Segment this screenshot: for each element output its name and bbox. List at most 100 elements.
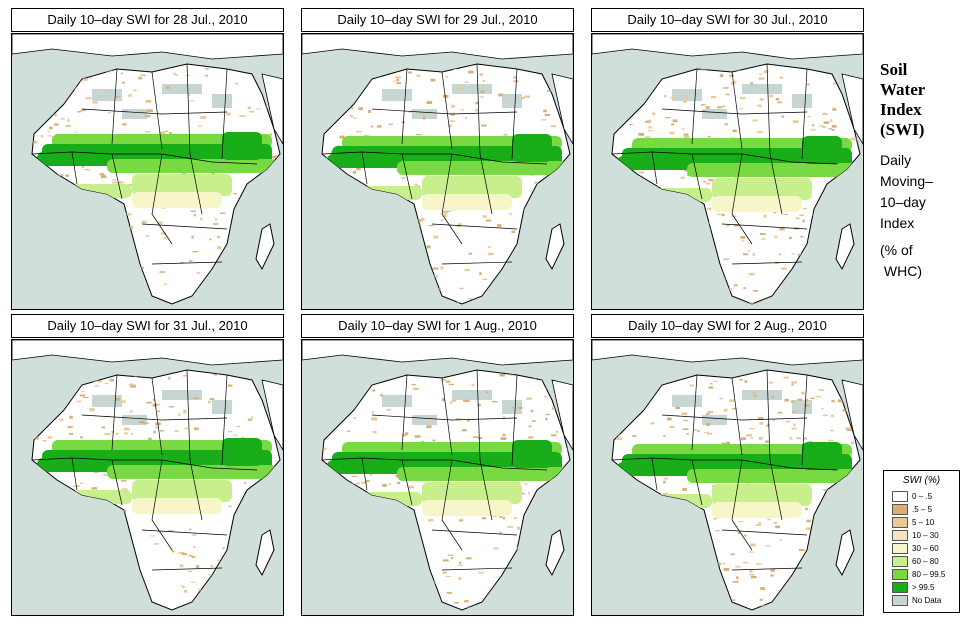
dry-speckle bbox=[550, 590, 553, 592]
dry-speckle bbox=[246, 521, 249, 524]
dry-speckle bbox=[91, 375, 96, 377]
dry-speckle bbox=[671, 376, 674, 378]
dry-speckle bbox=[377, 609, 381, 610]
dry-speckle bbox=[806, 519, 811, 523]
dry-speckle bbox=[481, 124, 487, 127]
no-data-area bbox=[382, 89, 412, 101]
dry-speckle bbox=[743, 253, 749, 256]
dry-speckle bbox=[223, 254, 226, 257]
dry-speckle bbox=[44, 521, 50, 523]
dry-speckle bbox=[850, 187, 855, 189]
wet-belt-4 bbox=[422, 500, 512, 516]
dry-speckle bbox=[58, 272, 64, 276]
dry-speckle bbox=[455, 418, 461, 421]
dry-speckle bbox=[118, 600, 123, 603]
dry-speckle bbox=[826, 277, 832, 280]
legend-swatch bbox=[892, 504, 908, 515]
dry-speckle bbox=[397, 512, 401, 514]
dry-speckle bbox=[57, 174, 63, 176]
dry-speckle bbox=[140, 74, 146, 77]
dry-speckle bbox=[257, 510, 263, 514]
dry-speckle bbox=[675, 540, 682, 542]
dry-speckle bbox=[113, 240, 117, 243]
country-border bbox=[401, 68, 408, 145]
dry-speckle bbox=[228, 505, 232, 507]
dry-speckle bbox=[68, 592, 72, 596]
dry-speckle bbox=[790, 400, 795, 403]
dry-speckle bbox=[690, 227, 694, 231]
dry-speckle bbox=[617, 543, 622, 546]
dry-speckle bbox=[514, 517, 518, 519]
dry-speckle bbox=[101, 175, 107, 178]
dry-speckle bbox=[79, 81, 83, 83]
no-data-area bbox=[452, 390, 492, 400]
dry-speckle bbox=[623, 99, 629, 101]
dry-speckle bbox=[502, 517, 505, 520]
dry-speckle bbox=[444, 302, 449, 304]
dry-speckle bbox=[468, 298, 472, 300]
dry-speckle bbox=[249, 550, 254, 553]
dry-speckle bbox=[553, 294, 558, 297]
dry-speckle bbox=[152, 403, 158, 407]
dry-speckle bbox=[189, 100, 195, 102]
dry-speckle bbox=[80, 109, 87, 112]
dry-speckle bbox=[256, 266, 260, 268]
dry-speckle bbox=[91, 221, 96, 223]
arabian-peninsula bbox=[261, 379, 283, 451]
dry-speckle bbox=[729, 74, 735, 77]
dry-speckle bbox=[35, 203, 39, 205]
dry-speckle bbox=[47, 436, 52, 439]
no-data-area bbox=[162, 84, 202, 94]
dry-speckle bbox=[488, 245, 491, 249]
dry-speckle bbox=[630, 271, 635, 275]
dry-speckle bbox=[330, 383, 335, 386]
dry-speckle bbox=[226, 112, 231, 116]
dry-speckle bbox=[432, 439, 436, 442]
dry-speckle bbox=[709, 245, 713, 248]
dry-speckle bbox=[475, 108, 479, 112]
dry-speckle bbox=[646, 119, 652, 122]
dry-speckle bbox=[339, 233, 343, 236]
dry-speckle bbox=[92, 241, 95, 243]
dry-speckle bbox=[60, 118, 65, 120]
dry-speckle bbox=[462, 399, 469, 402]
dry-speckle bbox=[480, 96, 484, 98]
dry-speckle bbox=[734, 80, 737, 84]
dry-speckle bbox=[748, 551, 755, 553]
dry-speckle bbox=[182, 374, 188, 377]
dry-speckle bbox=[412, 218, 416, 221]
wet-belt-2 bbox=[107, 465, 277, 479]
dry-speckle bbox=[388, 123, 393, 125]
dry-speckle bbox=[652, 112, 656, 115]
country-border bbox=[651, 457, 658, 491]
dry-speckle bbox=[465, 557, 472, 560]
dry-speckle bbox=[837, 399, 843, 403]
dry-speckle bbox=[86, 269, 90, 273]
dry-speckle bbox=[706, 603, 711, 605]
dry-speckle bbox=[42, 440, 47, 442]
dry-speckle bbox=[33, 524, 36, 528]
dry-speckle bbox=[364, 257, 369, 259]
wet-belt-2 bbox=[397, 161, 567, 175]
country-border bbox=[721, 529, 808, 536]
dry-speckle bbox=[479, 272, 482, 276]
dry-speckle bbox=[370, 125, 374, 128]
dry-speckle bbox=[217, 236, 221, 239]
dry-speckle bbox=[447, 554, 454, 556]
dry-speckle bbox=[205, 68, 209, 70]
dry-speckle bbox=[118, 181, 122, 184]
dry-speckle bbox=[260, 176, 264, 178]
dry-speckle bbox=[49, 126, 53, 130]
dry-speckle bbox=[726, 224, 730, 227]
dry-speckle bbox=[174, 430, 179, 432]
dry-speckle bbox=[743, 561, 748, 564]
dry-speckle bbox=[756, 131, 763, 133]
dry-speckle bbox=[344, 507, 348, 509]
dry-speckle bbox=[829, 549, 835, 552]
dry-speckle bbox=[342, 511, 345, 515]
dry-speckle bbox=[519, 246, 525, 248]
no-data-area bbox=[122, 415, 147, 425]
country-border bbox=[769, 153, 783, 215]
dry-speckle bbox=[662, 602, 668, 605]
dry-speckle bbox=[236, 211, 241, 215]
